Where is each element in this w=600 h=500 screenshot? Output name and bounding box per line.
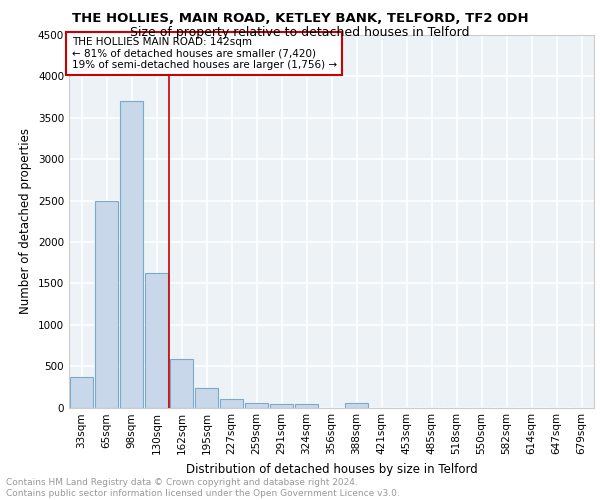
Text: THE HOLLIES, MAIN ROAD, KETLEY BANK, TELFORD, TF2 0DH: THE HOLLIES, MAIN ROAD, KETLEY BANK, TEL… [71,12,529,26]
Bar [295,404,319,407]
Bar [119,101,143,408]
X-axis label: Distribution of detached houses by size in Telford: Distribution of detached houses by size … [185,463,478,476]
Bar [269,404,293,407]
Bar [170,358,193,408]
Bar [245,403,268,407]
Bar [95,200,118,408]
Text: Contains HM Land Registry data © Crown copyright and database right 2024.
Contai: Contains HM Land Registry data © Crown c… [6,478,400,498]
Text: THE HOLLIES MAIN ROAD: 142sqm
← 81% of detached houses are smaller (7,420)
19% o: THE HOLLIES MAIN ROAD: 142sqm ← 81% of d… [71,37,337,70]
Bar [344,404,368,407]
Bar [145,272,169,407]
Text: Size of property relative to detached houses in Telford: Size of property relative to detached ho… [130,26,470,39]
Bar [194,388,218,407]
Bar [220,399,244,407]
Bar [70,377,94,408]
Y-axis label: Number of detached properties: Number of detached properties [19,128,32,314]
